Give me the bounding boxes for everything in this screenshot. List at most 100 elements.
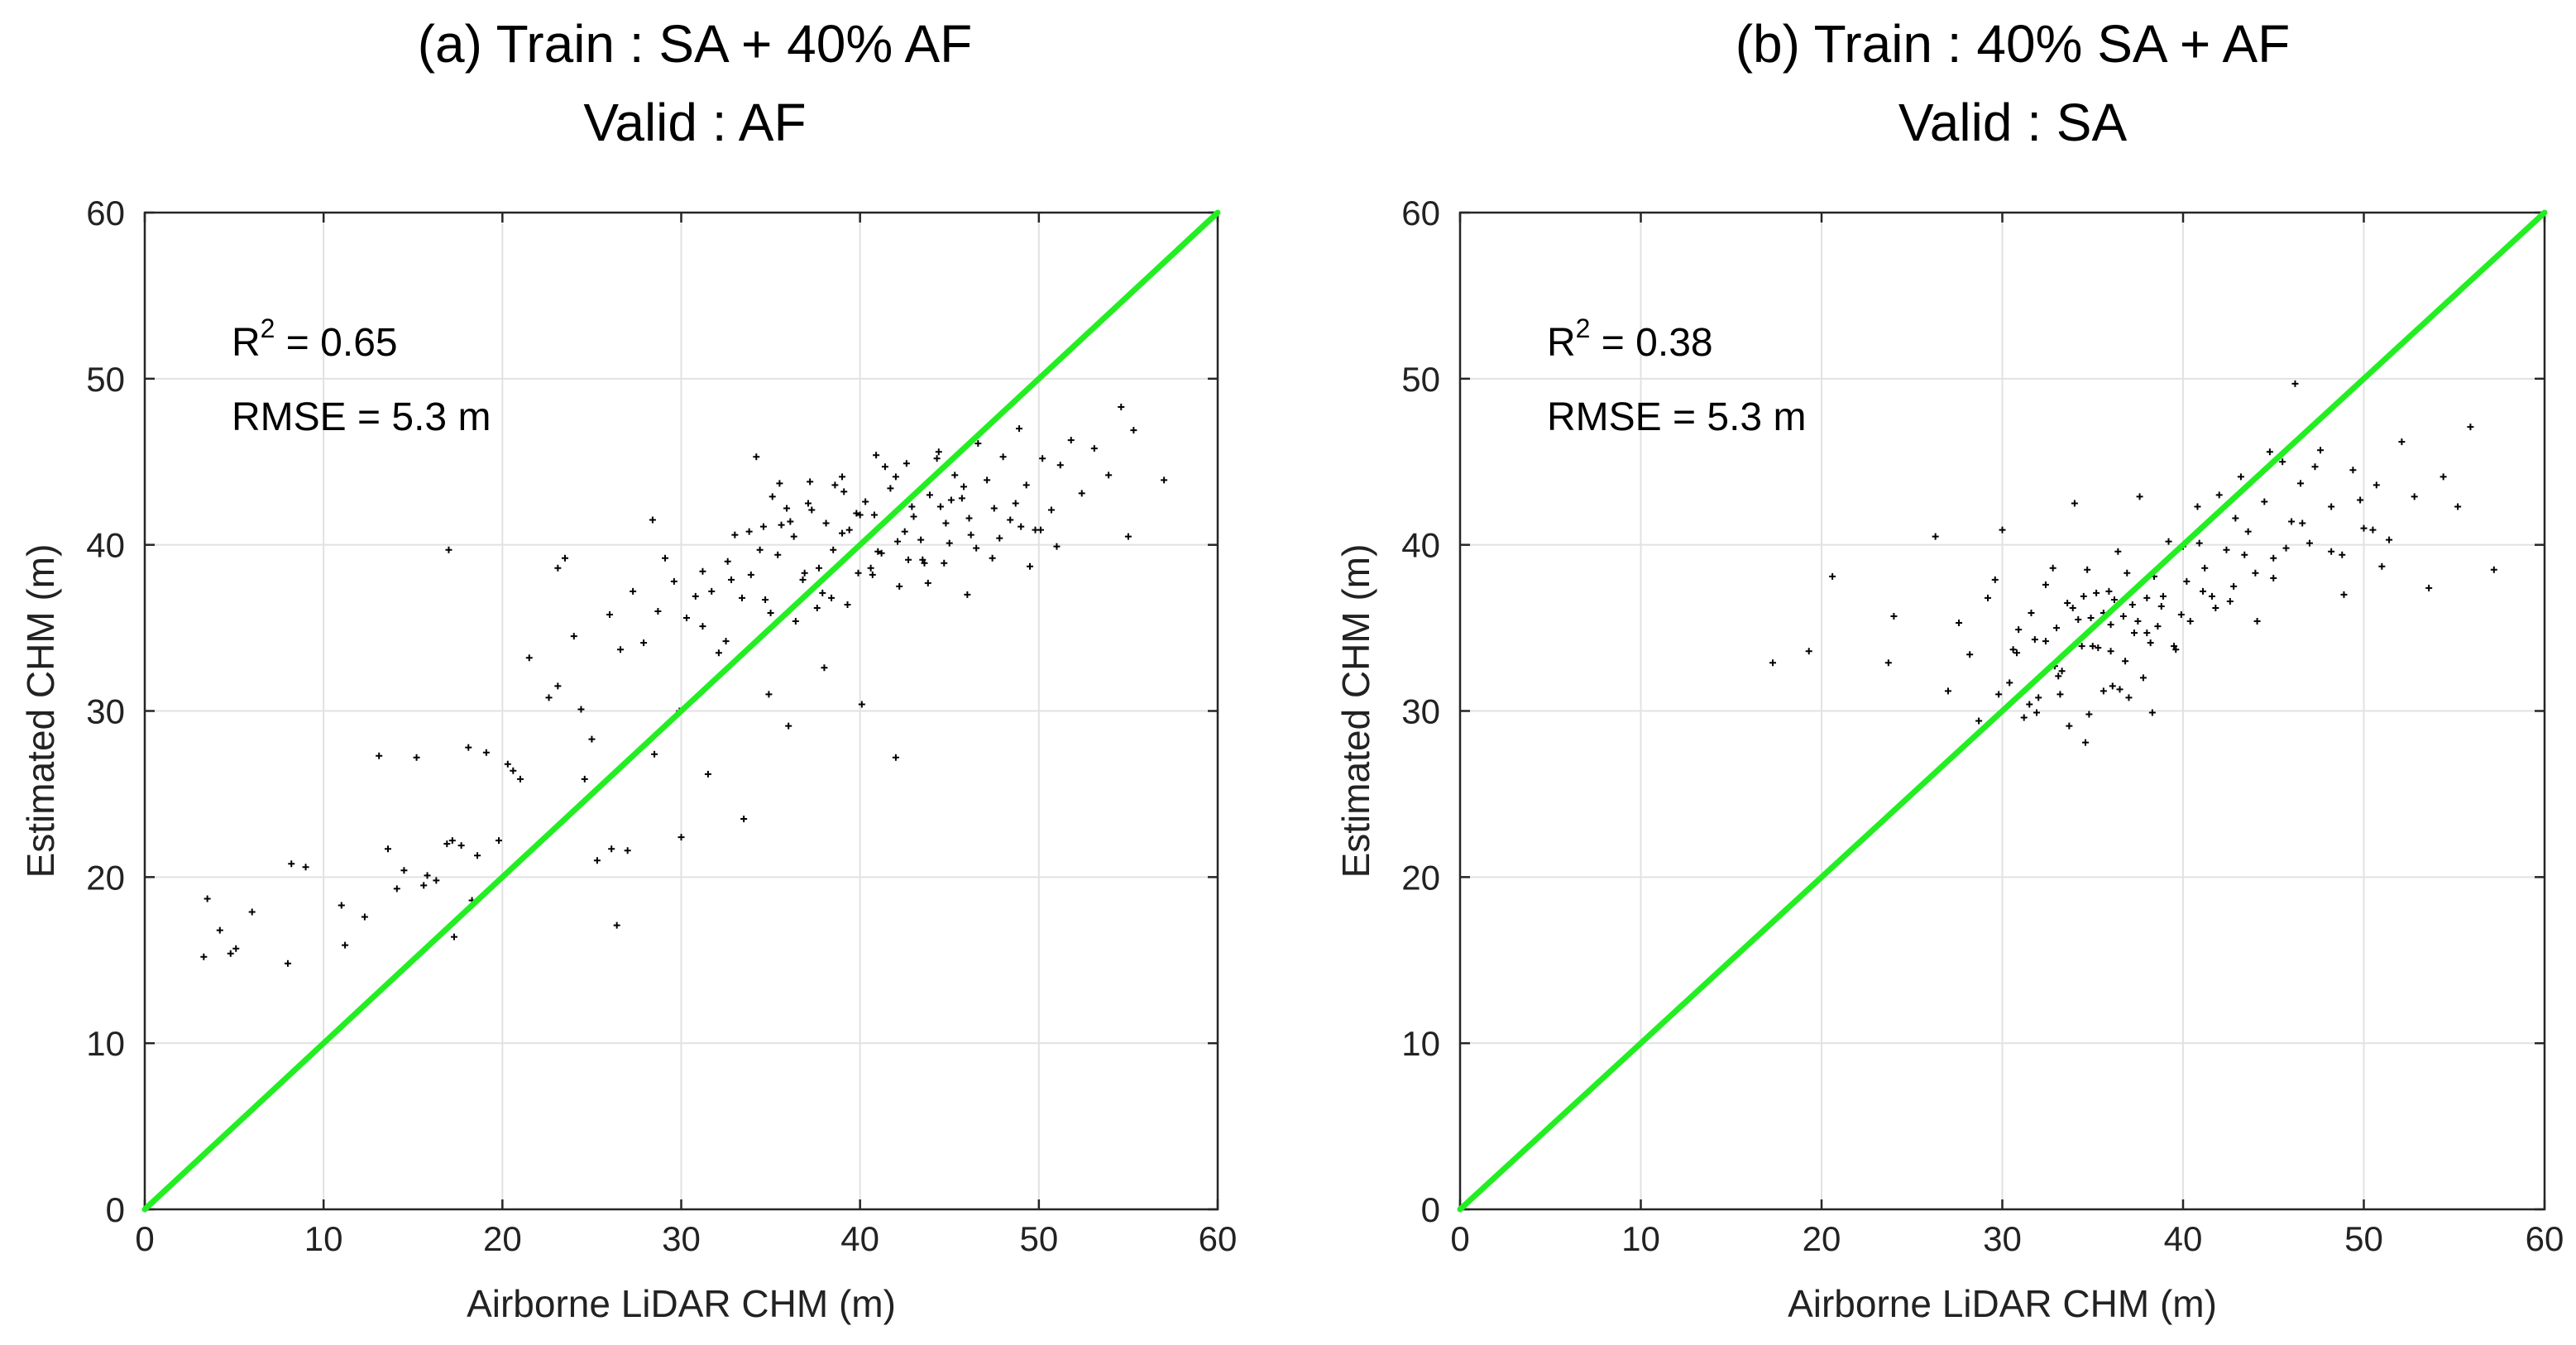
r-squared-symbol: R bbox=[1547, 321, 1576, 365]
data-point bbox=[496, 837, 503, 845]
data-point bbox=[1956, 620, 1963, 627]
data-point bbox=[2100, 687, 2107, 695]
data-point bbox=[302, 864, 309, 871]
data-point bbox=[288, 860, 295, 868]
data-point bbox=[874, 548, 882, 555]
data-point bbox=[284, 960, 291, 967]
data-point bbox=[908, 503, 916, 510]
data-point bbox=[2223, 546, 2230, 553]
x-tick-label: 50 bbox=[1019, 1219, 1058, 1258]
data-point bbox=[2154, 623, 2162, 630]
data-point bbox=[510, 767, 517, 774]
data-point bbox=[1118, 403, 1125, 410]
rmse-annotation: RMSE = 5.3 m bbox=[232, 395, 491, 439]
chart-title-line-1: (b) Train : 40% SA + AF bbox=[1736, 14, 2291, 74]
data-point bbox=[947, 496, 955, 504]
data-point bbox=[2311, 463, 2319, 471]
data-point bbox=[2237, 473, 2244, 481]
chart-title-line-1: (a) Train : SA + 40% AF bbox=[418, 14, 973, 74]
data-point bbox=[873, 452, 880, 459]
data-point bbox=[516, 775, 524, 783]
data-point bbox=[1966, 651, 1974, 658]
y-tick-label: 20 bbox=[86, 858, 125, 897]
y-tick-label: 50 bbox=[1401, 360, 1440, 399]
data-point bbox=[919, 556, 926, 563]
data-point bbox=[933, 455, 941, 462]
data-point bbox=[2147, 639, 2154, 647]
data-point bbox=[2035, 694, 2042, 701]
data-point bbox=[747, 571, 754, 578]
data-point bbox=[2122, 658, 2129, 665]
data-point bbox=[2291, 380, 2299, 387]
data-point bbox=[2143, 594, 2151, 601]
data-point bbox=[2049, 564, 2056, 572]
data-point bbox=[745, 528, 753, 535]
data-point bbox=[2085, 711, 2093, 718]
data-point bbox=[819, 589, 826, 596]
data-point bbox=[787, 518, 794, 525]
data-point bbox=[2064, 599, 2071, 606]
data-point bbox=[2125, 694, 2133, 701]
data-point bbox=[753, 453, 760, 461]
data-point bbox=[448, 837, 456, 845]
data-point bbox=[433, 877, 440, 884]
y-tick-label: 60 bbox=[86, 194, 125, 232]
data-point bbox=[887, 485, 894, 492]
data-point bbox=[724, 558, 731, 565]
data-point bbox=[630, 587, 637, 595]
data-point bbox=[1053, 543, 1061, 550]
x-tick-label: 30 bbox=[662, 1219, 701, 1258]
data-point bbox=[856, 511, 864, 519]
data-point bbox=[2058, 668, 2066, 675]
data-point bbox=[2360, 524, 2368, 532]
data-point bbox=[624, 847, 631, 854]
data-point bbox=[785, 722, 792, 730]
data-point bbox=[2270, 554, 2277, 562]
x-tick-label: 30 bbox=[1983, 1219, 2022, 1258]
x-tick-label: 60 bbox=[2526, 1219, 2564, 1258]
data-point bbox=[450, 933, 457, 941]
data-point bbox=[2208, 592, 2215, 600]
data-point bbox=[2317, 447, 2325, 454]
data-point bbox=[651, 750, 658, 758]
data-point bbox=[662, 554, 669, 562]
data-point bbox=[554, 564, 562, 572]
data-point bbox=[858, 701, 865, 708]
data-point bbox=[2194, 503, 2201, 510]
data-point bbox=[1037, 526, 1044, 534]
data-point bbox=[2119, 613, 2127, 620]
data-point bbox=[2369, 526, 2377, 534]
data-point bbox=[445, 546, 452, 553]
data-point bbox=[2252, 569, 2259, 577]
data-point bbox=[2171, 643, 2178, 650]
data-point bbox=[2087, 615, 2095, 622]
data-point bbox=[776, 480, 783, 487]
data-point bbox=[946, 539, 953, 547]
data-point bbox=[2165, 538, 2172, 545]
data-point bbox=[1991, 576, 1999, 583]
data-point bbox=[896, 582, 903, 590]
data-point bbox=[613, 921, 620, 929]
data-point bbox=[1017, 523, 1025, 530]
data-point bbox=[917, 536, 925, 543]
data-point bbox=[878, 549, 885, 557]
data-point bbox=[384, 845, 391, 853]
y-tick-label: 10 bbox=[86, 1024, 125, 1063]
data-point bbox=[2009, 646, 2017, 653]
data-point bbox=[678, 834, 685, 841]
data-point bbox=[2078, 643, 2085, 650]
x-tick-label: 20 bbox=[483, 1219, 522, 1258]
data-point bbox=[1039, 455, 1046, 462]
data-point bbox=[2279, 458, 2286, 466]
data-point bbox=[1995, 691, 2003, 698]
data-point bbox=[2075, 616, 2082, 624]
data-point bbox=[2440, 473, 2447, 481]
data-point bbox=[2110, 596, 2118, 603]
data-point bbox=[762, 596, 769, 603]
data-point bbox=[2241, 551, 2248, 558]
data-point bbox=[2339, 551, 2346, 558]
data-point bbox=[1056, 462, 1064, 469]
data-point bbox=[2186, 618, 2194, 625]
data-point bbox=[2013, 649, 2020, 657]
data-point bbox=[2159, 592, 2167, 600]
